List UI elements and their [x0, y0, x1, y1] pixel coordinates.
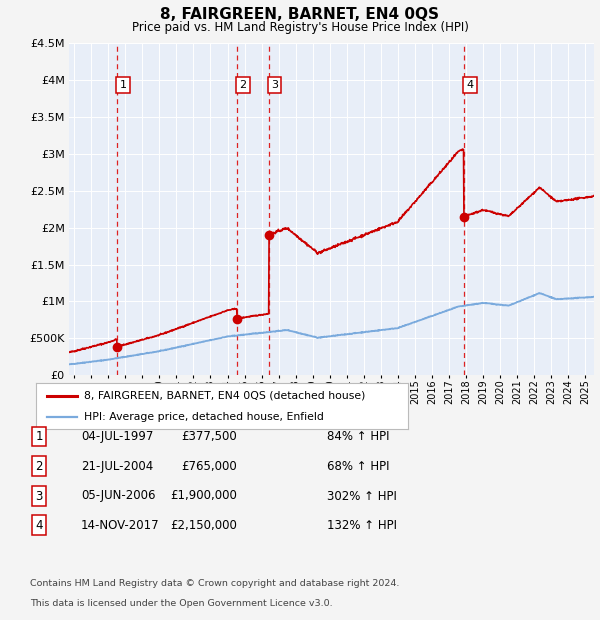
Text: 05-JUN-2006: 05-JUN-2006 — [81, 490, 155, 502]
Text: 4: 4 — [466, 80, 473, 90]
Text: 4: 4 — [35, 519, 43, 531]
Text: 8, FAIRGREEN, BARNET, EN4 0QS: 8, FAIRGREEN, BARNET, EN4 0QS — [161, 7, 439, 22]
Text: £765,000: £765,000 — [181, 460, 237, 472]
Text: 68% ↑ HPI: 68% ↑ HPI — [327, 460, 389, 472]
Text: 21-JUL-2004: 21-JUL-2004 — [81, 460, 153, 472]
Text: 3: 3 — [35, 490, 43, 502]
Text: £1,900,000: £1,900,000 — [170, 490, 237, 502]
Text: 8, FAIRGREEN, BARNET, EN4 0QS (detached house): 8, FAIRGREEN, BARNET, EN4 0QS (detached … — [85, 391, 366, 401]
Text: £377,500: £377,500 — [181, 430, 237, 443]
Text: 132% ↑ HPI: 132% ↑ HPI — [327, 519, 397, 531]
Text: This data is licensed under the Open Government Licence v3.0.: This data is licensed under the Open Gov… — [30, 598, 332, 608]
Text: 2: 2 — [35, 460, 43, 472]
Text: 302% ↑ HPI: 302% ↑ HPI — [327, 490, 397, 502]
Text: 1: 1 — [119, 80, 127, 90]
Text: 2: 2 — [239, 80, 247, 90]
Text: 14-NOV-2017: 14-NOV-2017 — [81, 519, 160, 531]
Text: Price paid vs. HM Land Registry's House Price Index (HPI): Price paid vs. HM Land Registry's House … — [131, 21, 469, 34]
Text: 1: 1 — [35, 430, 43, 443]
Text: HPI: Average price, detached house, Enfield: HPI: Average price, detached house, Enfi… — [85, 412, 324, 422]
Text: £2,150,000: £2,150,000 — [170, 519, 237, 531]
Text: Contains HM Land Registry data © Crown copyright and database right 2024.: Contains HM Land Registry data © Crown c… — [30, 578, 400, 588]
Text: 84% ↑ HPI: 84% ↑ HPI — [327, 430, 389, 443]
Text: 3: 3 — [271, 80, 278, 90]
Text: 04-JUL-1997: 04-JUL-1997 — [81, 430, 154, 443]
